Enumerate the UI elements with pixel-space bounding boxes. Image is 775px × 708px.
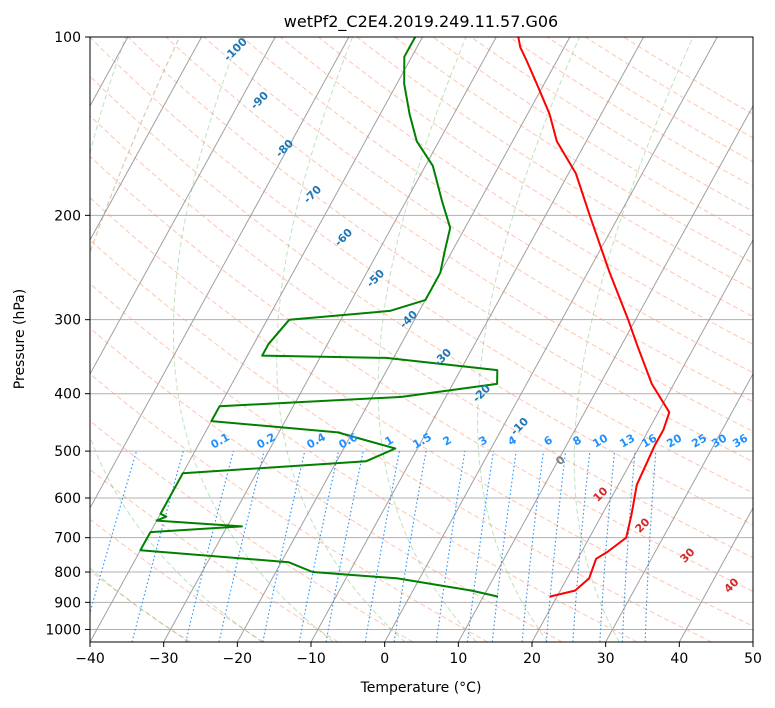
isotherm-line bbox=[236, 37, 571, 642]
isotherm-line bbox=[457, 104, 753, 642]
isotherm-line bbox=[605, 372, 753, 642]
moist-adiabat-line bbox=[90, 37, 263, 642]
dry-adiabat-line bbox=[203, 37, 753, 403]
moist-adiabat-line bbox=[377, 37, 477, 642]
moist-adiabat-line bbox=[276, 37, 406, 642]
isotherm-line bbox=[384, 37, 718, 642]
plot-area: -100-90-80-70-60-50-40-30-20-10010203040… bbox=[89, 36, 754, 643]
mixing-ratio-line bbox=[185, 450, 234, 642]
y-tick-label: 300 bbox=[54, 313, 81, 329]
x-tick-label: 50 bbox=[744, 651, 762, 667]
dry-adiabat-line bbox=[547, 37, 753, 163]
dry-adiabat-line bbox=[90, 115, 753, 559]
y-tick-label: 1000 bbox=[45, 622, 81, 638]
y-axis-title: Pressure (hPa) bbox=[12, 289, 28, 389]
chart-title: wetPf2_C2E4.2019.249.11.57.G06 bbox=[284, 12, 558, 32]
dry-adiabat-line bbox=[90, 282, 638, 642]
isotherm-line bbox=[90, 37, 350, 510]
temperature-profile-line bbox=[517, 37, 671, 598]
y-tick-label: 700 bbox=[54, 531, 81, 547]
dry-adiabat-line bbox=[318, 37, 753, 318]
plot-background bbox=[90, 37, 753, 642]
mixing-ratio-line bbox=[572, 451, 591, 642]
dry-adiabat-line bbox=[90, 518, 264, 642]
x-tick-label: −30 bbox=[149, 651, 179, 667]
y-tick-label: 800 bbox=[54, 565, 81, 581]
dry-adiabat-line bbox=[90, 239, 712, 642]
plot-frame bbox=[89, 36, 754, 643]
isotherm-line bbox=[310, 37, 645, 642]
dry-adiabat-line bbox=[127, 37, 753, 463]
dry-adiabat-line bbox=[241, 37, 753, 374]
x-tick-label: −20 bbox=[223, 651, 253, 667]
dry-adiabat-line bbox=[165, 37, 753, 432]
x-tick-label: 30 bbox=[597, 651, 615, 667]
dry-adiabat-line bbox=[90, 197, 753, 627]
x-tick-label: −40 bbox=[75, 651, 105, 667]
y-tick-label: 400 bbox=[54, 387, 81, 403]
isotherm-line bbox=[90, 37, 203, 242]
mixing-ratio-line bbox=[435, 451, 466, 642]
mixing-ratio-line bbox=[90, 450, 138, 615]
mixing-ratio-line bbox=[262, 450, 306, 642]
dry-adiabat-line bbox=[90, 373, 488, 642]
y-tick-label: 200 bbox=[54, 208, 81, 224]
y-tick-label: 500 bbox=[54, 444, 81, 460]
moist-adiabat-line bbox=[173, 37, 334, 642]
mixing-ratio-line bbox=[521, 451, 545, 642]
mixing-ratio-line bbox=[466, 451, 495, 642]
moist-adiabat-line bbox=[477, 37, 580, 642]
y-axis: 1000 900 800 700 600 500 400 300 200 100 bbox=[45, 30, 90, 638]
dry-adiabat-line bbox=[280, 37, 753, 345]
background-lines bbox=[90, 37, 753, 642]
moist-adiabat-line bbox=[573, 37, 694, 642]
x-axis-title: Temperature (°C) bbox=[360, 680, 482, 696]
dry-adiabat-line bbox=[90, 75, 753, 526]
y-tick-label: 900 bbox=[54, 595, 81, 611]
isotherm-line bbox=[531, 238, 753, 642]
y-tick-label: 600 bbox=[54, 491, 81, 507]
dry-adiabat-line bbox=[432, 37, 753, 238]
x-tick-label: 0 bbox=[380, 651, 389, 667]
isotherm-line bbox=[752, 640, 753, 642]
x-axis: −40 −30 −20 −10 0 10 20 30 40 50 bbox=[75, 642, 762, 667]
y-tick-label: 100 bbox=[54, 30, 81, 46]
x-tick-label: −10 bbox=[296, 651, 326, 667]
pressure-grid bbox=[90, 37, 753, 630]
dry-adiabat-line bbox=[394, 37, 753, 264]
mixing-ratio-lines bbox=[90, 450, 657, 642]
x-tick-label: 20 bbox=[523, 651, 541, 667]
dry-adiabat-line bbox=[90, 327, 563, 642]
mixing-ratio-line bbox=[545, 451, 567, 642]
x-tick-label: 10 bbox=[449, 651, 467, 667]
isotherm-line bbox=[678, 506, 753, 642]
isotherm-line bbox=[163, 37, 497, 642]
x-tick-label: 40 bbox=[670, 651, 688, 667]
mixing-ratio-line bbox=[491, 451, 517, 642]
sounding-profiles bbox=[139, 37, 671, 598]
ice-saturation-curve bbox=[90, 37, 181, 255]
isotherm-line bbox=[90, 37, 276, 376]
mixing-ratio-line bbox=[218, 450, 265, 642]
dewpoint-profile-line bbox=[139, 37, 499, 598]
